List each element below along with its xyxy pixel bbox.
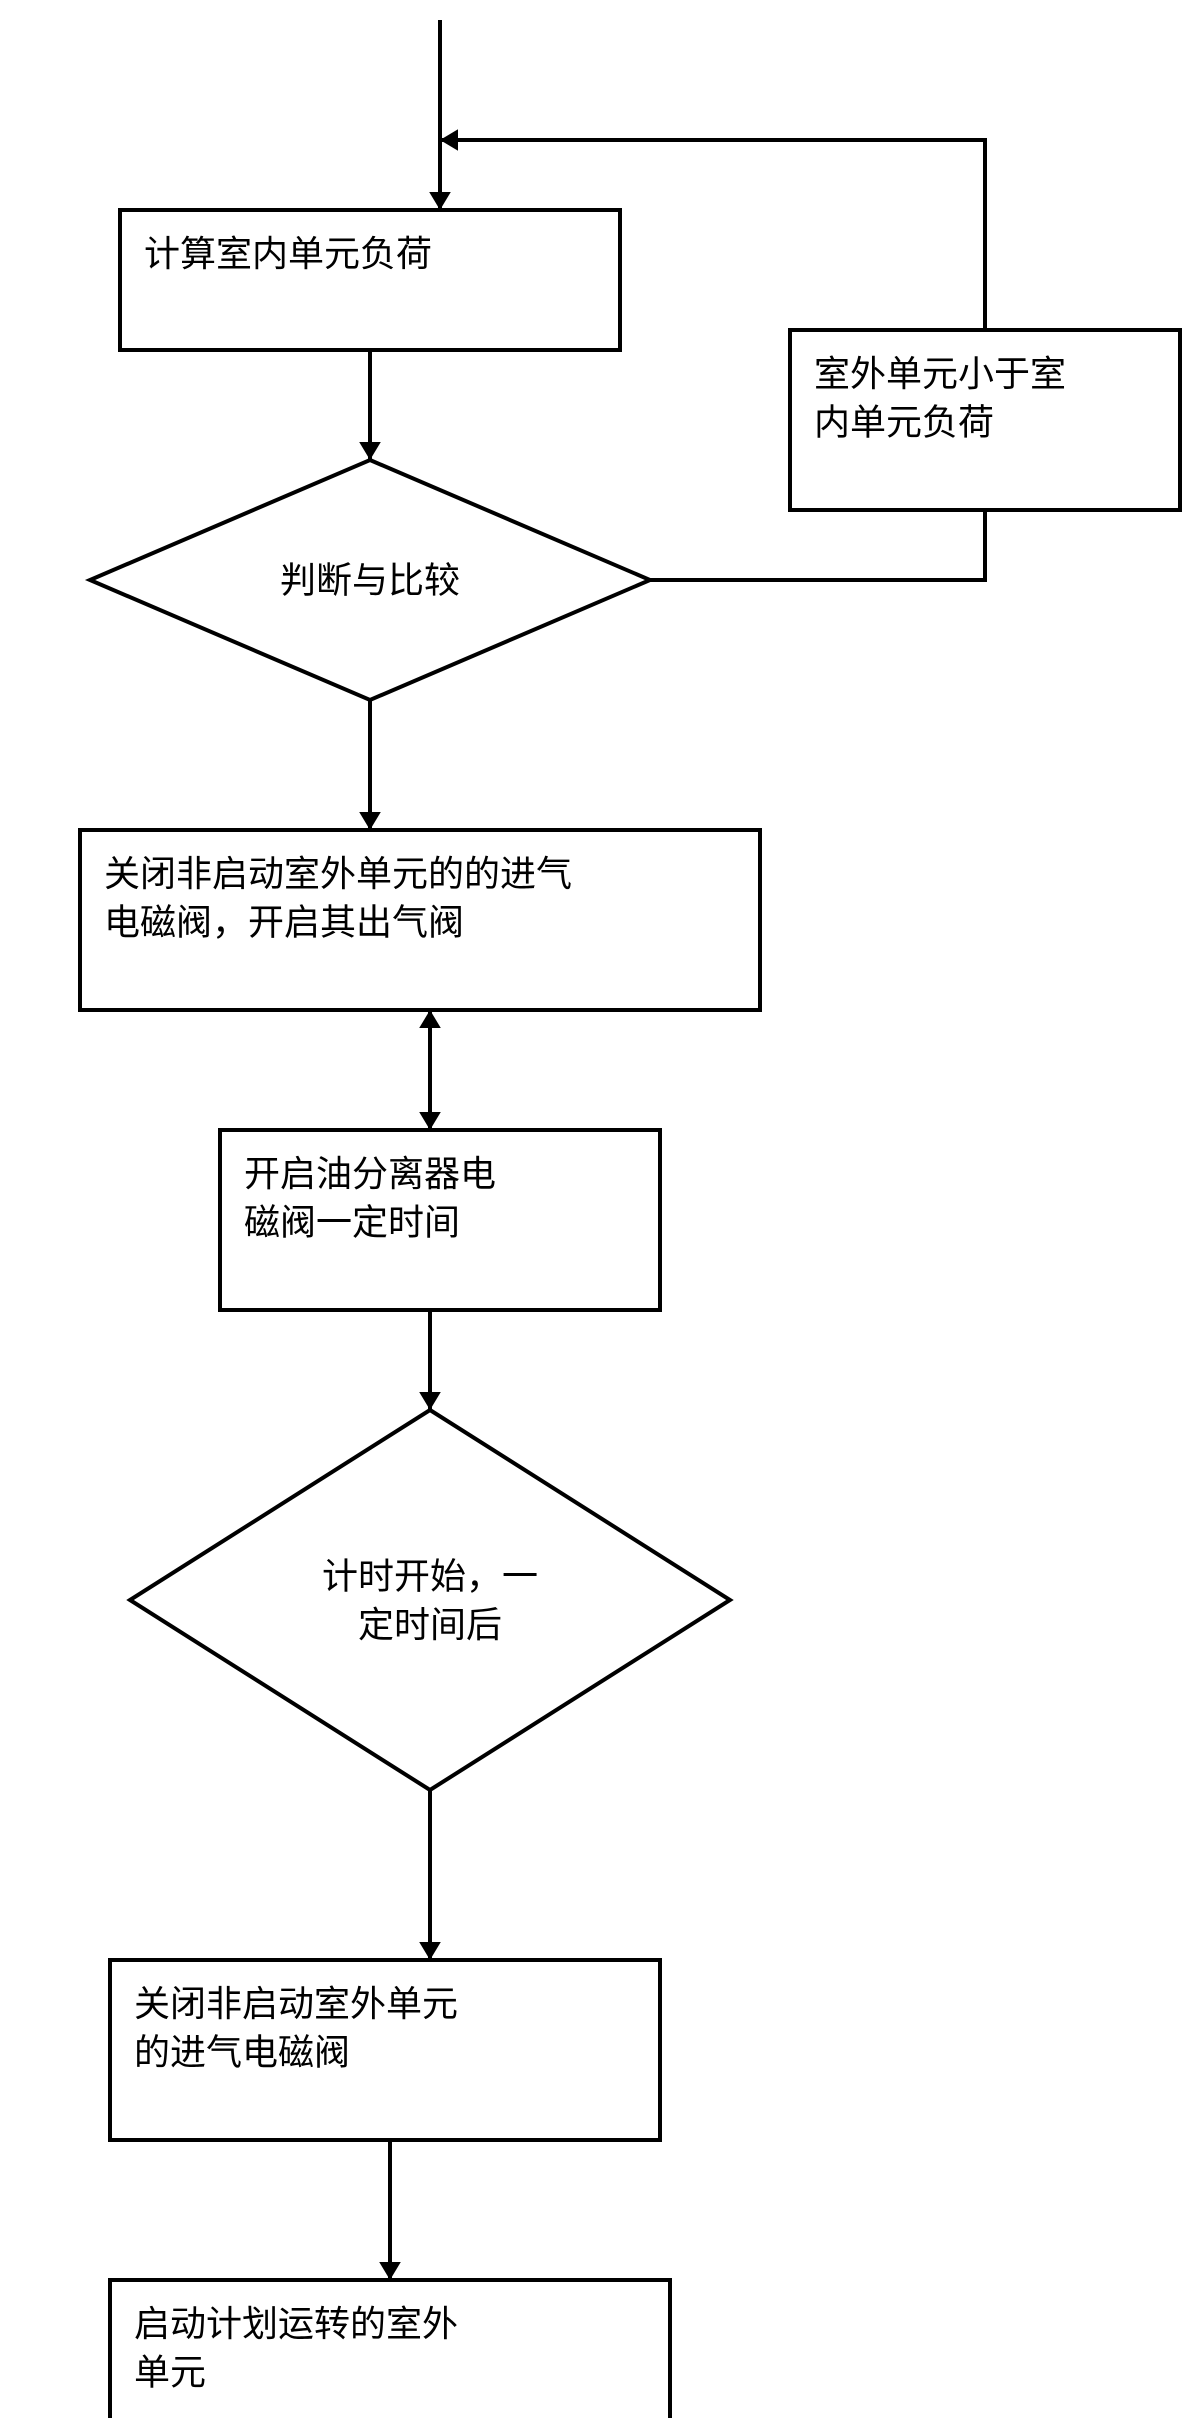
node-n2: 判断与比较	[90, 460, 650, 700]
node-text: 磁阀一定时间	[244, 1202, 460, 1243]
node-n8: 启动计划运转的室外单元	[110, 2280, 670, 2418]
node-text: 单元	[134, 2352, 206, 2393]
node-text: 内单元负荷	[814, 402, 994, 443]
node-text: 关闭非启动室外单元的的进气	[104, 853, 572, 894]
node-text: 判断与比较	[280, 560, 460, 601]
node-text: 电磁阀，开启其出气阀	[104, 902, 464, 943]
node-n7: 关闭非启动室外单元的进气电磁阀	[110, 1960, 660, 2140]
node-text: 定时间后	[358, 1604, 502, 1645]
node-text: 开启油分离器电	[244, 1153, 496, 1194]
node-text: 计时开始，一	[322, 1555, 538, 1596]
node-text: 计算室内单元负荷	[144, 233, 432, 274]
node-text: 关闭非启动室外单元	[134, 1983, 458, 2024]
node-n3: 室外单元小于室内单元负荷	[790, 330, 1180, 510]
node-n1: 计算室内单元负荷	[120, 210, 620, 350]
node-n6: 计时开始，一定时间后	[130, 1410, 730, 1790]
node-n5: 开启油分离器电磁阀一定时间	[220, 1130, 660, 1310]
flowchart-canvas: 计算室内单元负荷判断与比较 室外单元小于室内单元负荷关闭非启动室外单元的的进气电磁…	[0, 0, 1189, 2418]
node-n4: 关闭非启动室外单元的的进气电磁阀，开启其出气阀	[80, 830, 760, 1010]
node-text: 启动计划运转的室外	[134, 2303, 458, 2344]
node-text: 室外单元小于室	[814, 353, 1066, 394]
node-text: 的进气电磁阀	[134, 2032, 350, 2073]
